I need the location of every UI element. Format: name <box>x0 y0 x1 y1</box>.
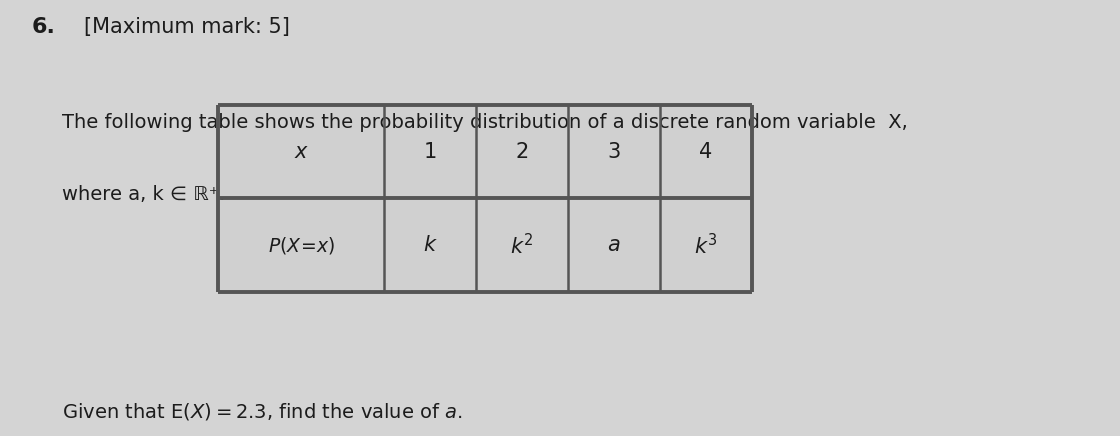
Text: Given that $\mathrm{E}(X) = 2.3$, find the value of $a$.: Given that $\mathrm{E}(X) = 2.3$, find t… <box>62 401 463 422</box>
Text: where a, k ∈ ℝ⁺.: where a, k ∈ ℝ⁺. <box>62 185 225 204</box>
Text: $\mathit{P}(X\!=\!x)$: $\mathit{P}(X\!=\!x)$ <box>268 235 335 256</box>
Text: 6.: 6. <box>31 17 55 37</box>
Text: [Maximum mark: 5]: [Maximum mark: 5] <box>84 17 290 37</box>
Text: $k^2$: $k^2$ <box>511 233 533 258</box>
Text: 2: 2 <box>515 142 529 161</box>
Text: $x$: $x$ <box>293 142 309 161</box>
Text: $a$: $a$ <box>607 235 620 255</box>
Text: 3: 3 <box>607 142 620 161</box>
Text: 4: 4 <box>699 142 712 161</box>
Text: $k^3$: $k^3$ <box>693 233 718 258</box>
Text: 1: 1 <box>423 142 437 161</box>
FancyBboxPatch shape <box>218 105 752 292</box>
Text: The following table shows the probability distribution of a discrete random vari: The following table shows the probabilit… <box>62 113 907 133</box>
Text: $k$: $k$ <box>422 235 438 255</box>
